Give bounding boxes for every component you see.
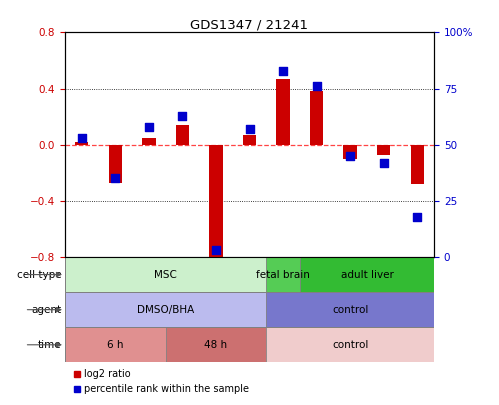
Bar	[65, 292, 266, 327]
Bar	[377, 145, 391, 155]
Bar	[343, 145, 357, 159]
Point	[246, 126, 253, 132]
Bar	[310, 92, 323, 145]
Bar	[276, 79, 290, 145]
Legend: log2 ratio, percentile rank within the sample: log2 ratio, percentile rank within the s…	[70, 365, 253, 398]
Point	[413, 213, 421, 220]
Bar	[75, 142, 88, 145]
Point	[346, 153, 354, 159]
Point	[178, 112, 186, 119]
Point	[279, 67, 287, 74]
Text: time: time	[37, 340, 61, 350]
Bar	[266, 257, 300, 292]
Bar	[65, 327, 166, 362]
Point	[145, 124, 153, 130]
Point	[313, 83, 321, 90]
Point	[212, 247, 220, 254]
Bar	[65, 257, 266, 292]
Text: MSC: MSC	[154, 270, 177, 279]
Text: cell type: cell type	[16, 270, 61, 279]
Point	[78, 135, 86, 141]
Text: DMSO/BHA: DMSO/BHA	[137, 305, 194, 315]
Bar	[411, 145, 424, 184]
Text: control: control	[332, 305, 368, 315]
Text: adult liver: adult liver	[340, 270, 393, 279]
Text: control: control	[332, 340, 368, 350]
Title: GDS1347 / 21241: GDS1347 / 21241	[191, 18, 308, 31]
Text: agent: agent	[31, 305, 61, 315]
Bar	[209, 145, 223, 260]
Bar	[166, 327, 266, 362]
Bar	[243, 135, 256, 145]
Bar	[266, 327, 434, 362]
Point	[111, 175, 119, 182]
Bar	[108, 145, 122, 183]
Bar	[266, 292, 434, 327]
Point	[380, 160, 388, 166]
Text: 6 h: 6 h	[107, 340, 123, 350]
Bar	[176, 125, 189, 145]
Text: 48 h: 48 h	[205, 340, 228, 350]
Bar	[300, 257, 434, 292]
Bar	[142, 138, 156, 145]
Text: fetal brain: fetal brain	[256, 270, 310, 279]
